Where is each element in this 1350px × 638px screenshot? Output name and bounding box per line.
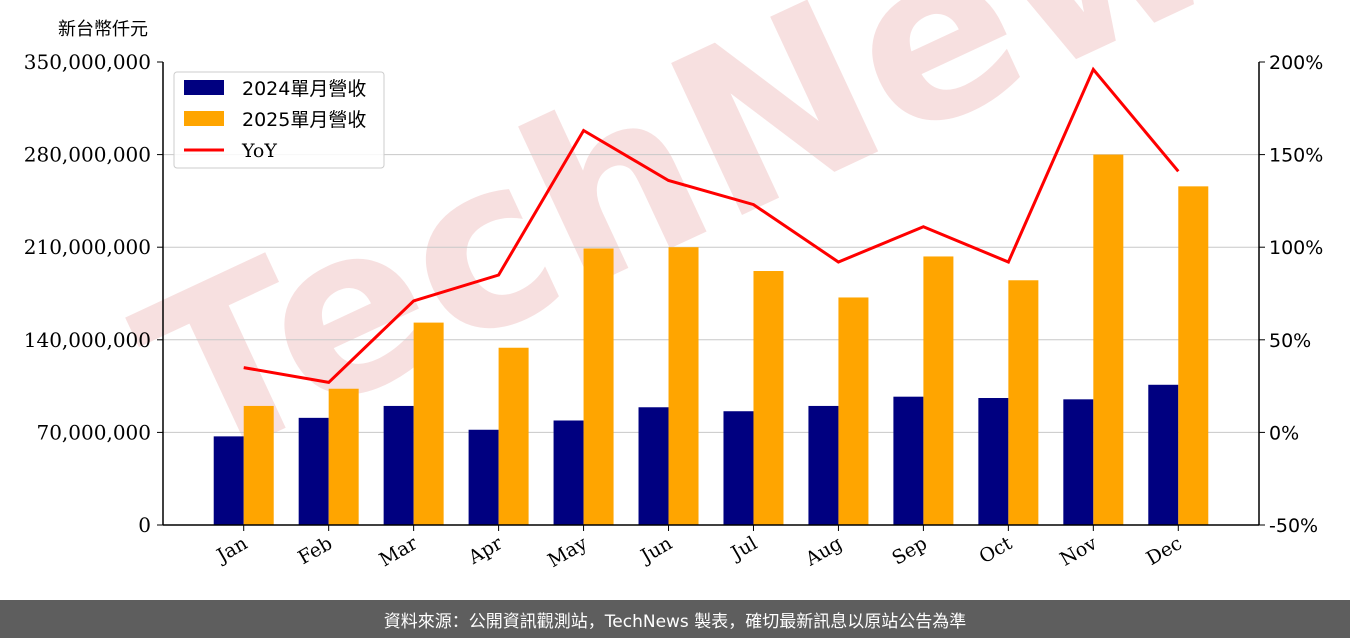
left-tick-label: 70,000,000	[36, 420, 151, 444]
x-tick-label: Sep	[888, 532, 931, 569]
bar-2025-sep	[923, 256, 954, 525]
bar-2024-nov	[1063, 399, 1094, 525]
right-tick-label: 150%	[1269, 145, 1323, 167]
x-tick-label: Apr	[464, 532, 507, 569]
legend-label-2024: 2024單月營收	[242, 78, 366, 100]
legend-label-2025: 2025單月營收	[242, 109, 366, 131]
left-tick-label: 140,000,000	[24, 328, 151, 352]
right-tick-label: 0%	[1269, 422, 1299, 444]
bar-2024-jul	[723, 411, 754, 525]
x-tick-label: Jul	[726, 532, 761, 565]
bar-2024-oct	[978, 398, 1009, 525]
bar-2024-jan	[213, 436, 244, 525]
unit-label: 新台幣仟元	[58, 19, 148, 40]
bar-2024-aug	[808, 405, 839, 525]
right-tick-label: 100%	[1269, 237, 1323, 259]
bar-2025-jan	[243, 405, 274, 525]
bar-2025-dec	[1178, 186, 1209, 525]
x-tick-label: Oct	[976, 532, 1017, 568]
right-tick-label: 200%	[1269, 52, 1323, 74]
yoy-line	[243, 66, 1180, 385]
legend-frame	[173, 71, 385, 169]
bar-2025-jul	[753, 271, 784, 525]
bar-2024-jun	[638, 407, 669, 525]
x-tick-label: Jun	[635, 532, 676, 568]
right-tick-label: 50%	[1269, 330, 1311, 352]
legend-swatch-2025	[184, 111, 224, 126]
left-tick-label: 210,000,000	[24, 235, 151, 259]
bar-2025-apr	[498, 347, 529, 525]
bar-2024-sep	[893, 396, 924, 525]
bar-2025-aug	[838, 297, 869, 525]
x-tick-label: Jan	[211, 532, 251, 568]
bar-2025-oct	[1008, 280, 1039, 525]
bar-2024-mar	[383, 405, 414, 525]
bar-2024-dec	[1148, 384, 1179, 525]
chart: TechNews 070,000,000140,000,000210,000,0…	[24, 0, 1350, 572]
source-footer: 資料來源：公開資訊觀測站，TechNews 製表，確切最新訊息以原站公告為準	[0, 600, 1350, 638]
x-tick-label: Nov	[1056, 532, 1101, 571]
footer-text: 資料來源：公開資訊觀測站，TechNews 製表，確切最新訊息以原站公告為準	[383, 611, 967, 632]
right-tick-label: -50%	[1269, 515, 1318, 537]
bar-2024-may	[553, 420, 584, 525]
legend: 2024單月營收 2025單月營收 YoY	[173, 71, 385, 169]
x-tick-label: Mar	[376, 532, 422, 571]
bar-2024-feb	[298, 417, 329, 525]
legend-swatch-2024	[184, 80, 224, 95]
bar-2025-feb	[328, 388, 359, 525]
bar-2025-jun	[668, 247, 699, 525]
bar-2025-mar	[413, 322, 444, 525]
bar-2025-nov	[1093, 154, 1124, 525]
bars	[213, 154, 1209, 525]
x-tick-label: Dec	[1143, 532, 1186, 570]
left-tick-label: 280,000,000	[24, 143, 151, 167]
left-tick-label: 0	[138, 513, 151, 537]
bar-2024-apr	[468, 429, 499, 525]
x-tick-label: Feb	[294, 532, 336, 569]
bar-2025-may	[583, 248, 614, 525]
legend-label-yoy: YoY	[241, 140, 277, 162]
x-tick-label: May	[544, 532, 591, 572]
left-tick-label: 350,000,000	[24, 50, 151, 74]
yoy-line-layer	[243, 66, 1180, 385]
x-tick-label: Aug	[801, 532, 846, 571]
